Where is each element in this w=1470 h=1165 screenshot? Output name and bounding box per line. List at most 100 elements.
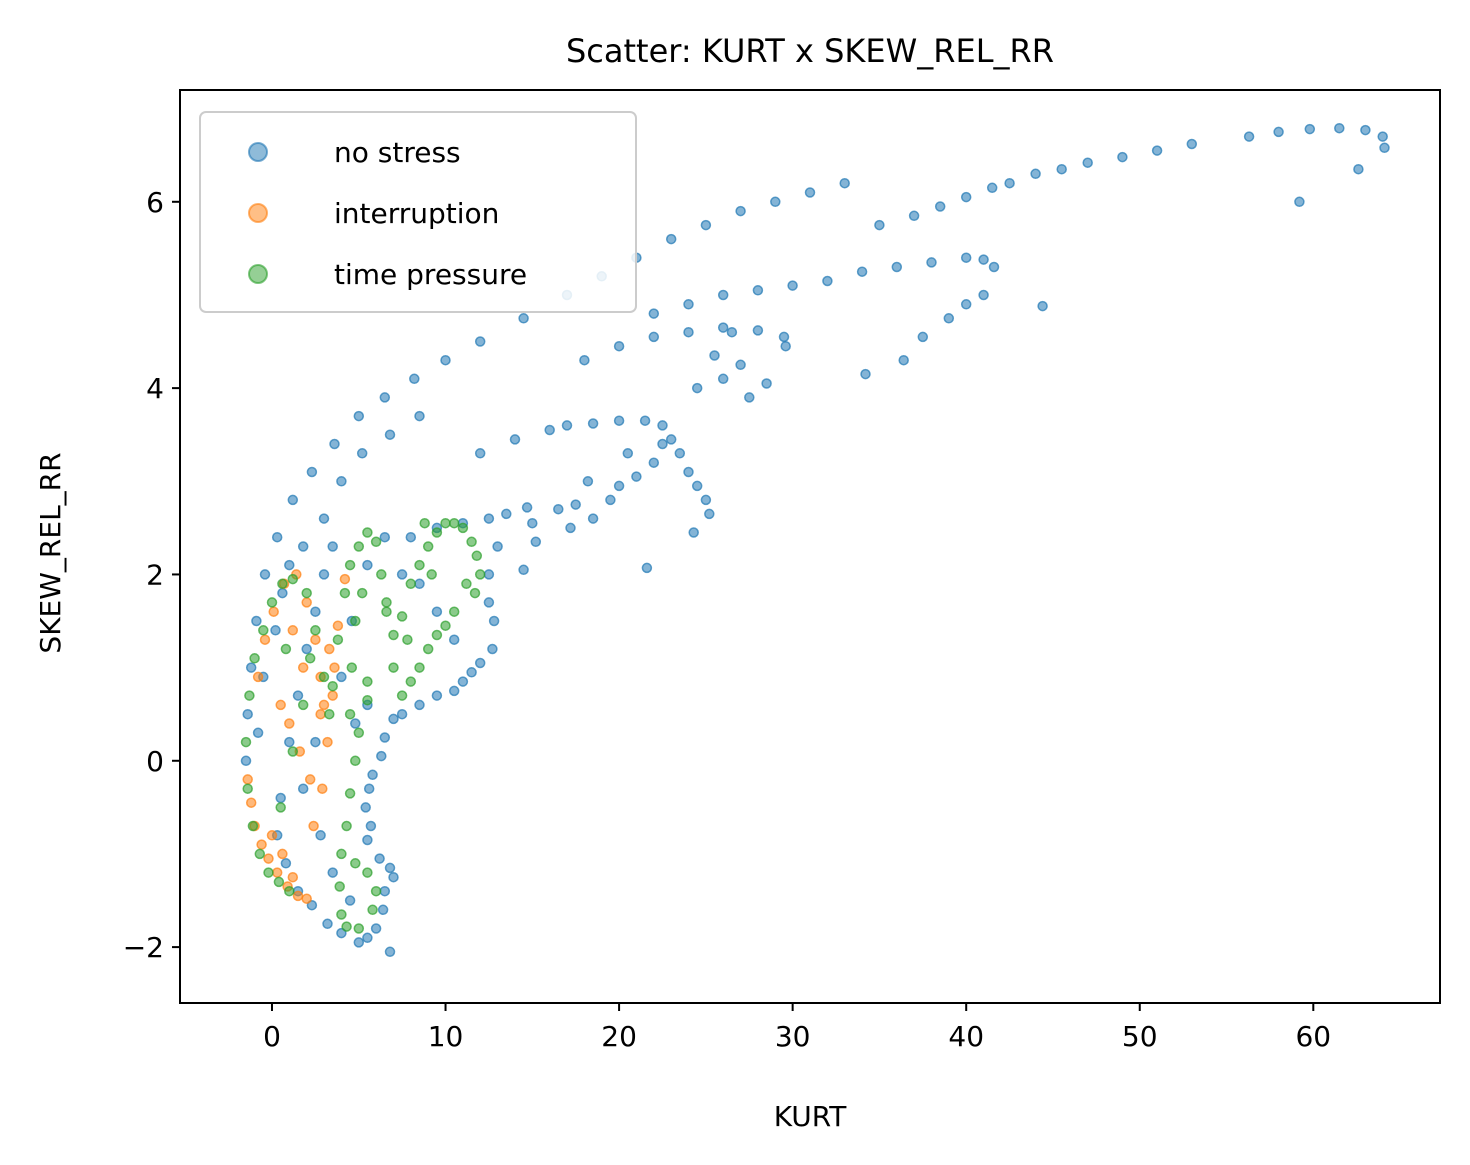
data-point bbox=[284, 718, 295, 729]
data-point bbox=[622, 448, 634, 459]
data-point bbox=[396, 611, 408, 622]
data-point bbox=[1004, 177, 1015, 189]
series-time-pressure bbox=[240, 517, 486, 934]
data-point bbox=[860, 368, 871, 380]
x-tick-label: 60 bbox=[1295, 1020, 1331, 1053]
points-layer bbox=[240, 122, 1390, 958]
data-point bbox=[657, 420, 668, 431]
data-point bbox=[419, 517, 430, 529]
data-point bbox=[943, 313, 955, 324]
data-point bbox=[377, 904, 389, 916]
data-point bbox=[492, 541, 503, 552]
data-point bbox=[376, 750, 387, 762]
legend-marker-no-stress bbox=[248, 142, 268, 162]
data-point bbox=[665, 233, 677, 245]
data-point bbox=[683, 326, 694, 338]
data-point bbox=[770, 196, 781, 208]
data-point bbox=[778, 331, 790, 343]
data-point bbox=[752, 325, 764, 336]
x-axis-ticks: 0 10 20 30 40 50 60 bbox=[263, 1003, 1331, 1053]
data-point bbox=[565, 522, 576, 534]
data-point bbox=[405, 676, 417, 687]
data-point bbox=[280, 643, 292, 655]
data-point bbox=[384, 862, 396, 874]
data-point bbox=[266, 830, 278, 841]
data-point bbox=[761, 378, 772, 389]
data-point bbox=[287, 494, 299, 506]
data-point bbox=[474, 336, 486, 347]
data-point bbox=[1377, 131, 1388, 142]
x-tick-label: 50 bbox=[1122, 1020, 1158, 1053]
data-point bbox=[259, 634, 271, 645]
data-point bbox=[280, 858, 292, 869]
y-axis-ticks: −2 0 2 4 6 bbox=[123, 186, 180, 964]
data-point bbox=[518, 564, 529, 576]
data-point bbox=[1117, 151, 1128, 163]
data-point bbox=[605, 494, 616, 506]
data-point bbox=[396, 569, 408, 580]
data-point bbox=[370, 536, 382, 548]
data-point bbox=[648, 457, 660, 468]
data-point bbox=[461, 578, 472, 590]
data-point bbox=[1037, 300, 1048, 312]
data-point bbox=[405, 578, 417, 590]
y-tick-label: 6 bbox=[146, 186, 164, 219]
data-point bbox=[431, 606, 443, 617]
data-point bbox=[297, 783, 309, 794]
data-point bbox=[301, 587, 312, 599]
data-point bbox=[396, 708, 408, 720]
data-point bbox=[277, 578, 288, 590]
data-point bbox=[726, 326, 738, 338]
data-point bbox=[273, 876, 285, 888]
data-point bbox=[717, 373, 729, 385]
data-point bbox=[367, 769, 378, 781]
y-tick-label: 4 bbox=[146, 372, 164, 405]
data-point bbox=[341, 921, 352, 932]
data-point bbox=[570, 499, 581, 510]
data-point bbox=[648, 308, 660, 319]
data-point bbox=[336, 909, 347, 920]
x-tick-label: 10 bbox=[428, 1020, 464, 1053]
data-point bbox=[582, 476, 594, 487]
data-point bbox=[579, 354, 590, 366]
data-point bbox=[353, 923, 365, 934]
data-point bbox=[362, 527, 373, 538]
data-point bbox=[310, 606, 321, 617]
data-point bbox=[388, 871, 399, 883]
data-point bbox=[960, 299, 972, 310]
data-point bbox=[363, 783, 375, 794]
data-point bbox=[379, 885, 391, 897]
data-point bbox=[277, 587, 288, 599]
data-point bbox=[561, 420, 573, 431]
data-point bbox=[318, 699, 330, 711]
data-point bbox=[275, 699, 286, 711]
data-point bbox=[1082, 157, 1093, 168]
data-point bbox=[327, 541, 338, 552]
data-point bbox=[308, 820, 319, 832]
data-point bbox=[405, 531, 417, 543]
data-point bbox=[527, 517, 538, 529]
data-point bbox=[908, 210, 920, 222]
data-point bbox=[431, 690, 443, 701]
y-tick-label: −2 bbox=[123, 931, 164, 964]
data-point bbox=[336, 848, 347, 860]
data-point bbox=[284, 559, 295, 571]
data-point bbox=[483, 597, 495, 608]
data-point bbox=[422, 643, 434, 655]
data-point bbox=[487, 643, 498, 655]
data-point bbox=[249, 653, 260, 664]
legend-box bbox=[199, 111, 637, 313]
plot-frame bbox=[179, 89, 1441, 1004]
data-point bbox=[1353, 163, 1364, 175]
data-point bbox=[315, 830, 326, 841]
data-point bbox=[336, 671, 347, 683]
data-point bbox=[379, 732, 391, 743]
data-point bbox=[384, 429, 396, 440]
data-point bbox=[287, 625, 299, 636]
data-point bbox=[613, 480, 625, 492]
data-point bbox=[1056, 163, 1067, 175]
data-point bbox=[362, 867, 373, 878]
data-point bbox=[422, 541, 434, 552]
data-point bbox=[252, 727, 264, 739]
data-point bbox=[431, 629, 443, 641]
